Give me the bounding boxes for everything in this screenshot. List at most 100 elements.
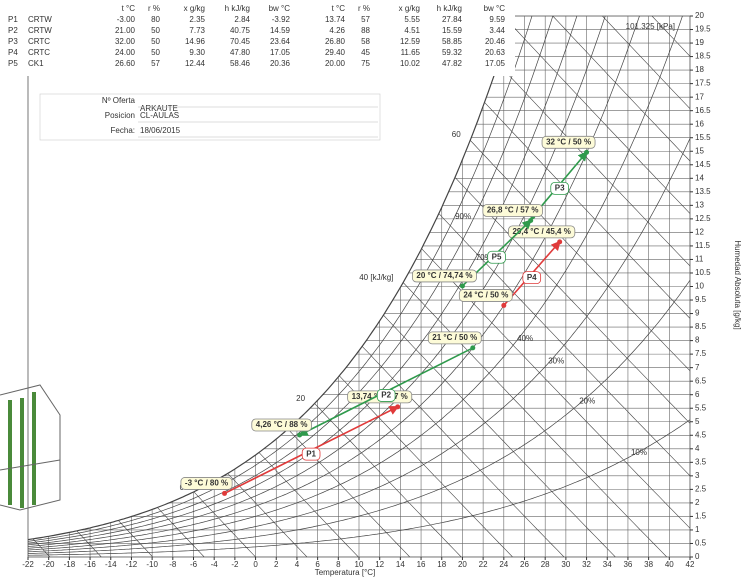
state-point: [557, 239, 563, 245]
x-tick-label: 22: [479, 560, 488, 569]
x-tick-label: 6: [315, 560, 320, 569]
y-tick-label: 18.5: [695, 52, 711, 61]
y-tick-label: 8.5: [695, 322, 707, 331]
process-label-group: P1: [301, 447, 321, 461]
y-tick-label: 11: [695, 255, 704, 264]
process-label: P2: [381, 391, 391, 400]
process-label-group: P5: [487, 250, 506, 264]
point-label-group: 4,26 °C / 88 %: [251, 418, 312, 432]
table-cell: 4.51: [404, 26, 420, 35]
rh-curve: [28, 419, 690, 556]
y-tick-label: 0: [695, 552, 700, 561]
x-tick-label: -20: [43, 560, 55, 569]
y-tick-label: 16.5: [695, 106, 711, 115]
point-label-box: [482, 204, 543, 217]
rh-curve: [28, 16, 578, 546]
y-tick-label: 3.5: [695, 457, 707, 466]
table-cell: 45: [361, 48, 370, 57]
table-cell: 40.75: [230, 26, 251, 35]
y-tick-label: 11.5: [695, 241, 711, 250]
point-label: 21 °C / 50 %: [432, 333, 477, 342]
x-axis-label: Temperatura [°C]: [315, 568, 376, 577]
info-value: 18/06/2015: [140, 126, 181, 135]
x-tick-label: 34: [603, 560, 612, 569]
enthalpy-label: 40 [kJ/kg]: [359, 273, 393, 282]
rh-label: 10%: [631, 448, 647, 457]
point-label: 32 °C / 50 %: [546, 137, 591, 146]
x-tick-label: -8: [169, 560, 177, 569]
point-label-group: 21 °C / 50 %: [427, 331, 482, 345]
enthalpy-line: [28, 16, 690, 557]
table-cell: 88: [361, 26, 370, 35]
y-tick-label: 17: [695, 92, 704, 101]
y-tick-label: 15.5: [695, 133, 711, 142]
y-tick-label: 14: [695, 173, 704, 182]
x-tick-label: 18: [437, 560, 446, 569]
table-header: x g/kg: [399, 4, 420, 13]
table-cell: 12.44: [185, 59, 206, 68]
point-label-box: [411, 269, 477, 283]
y-tick-label: 16: [695, 119, 704, 128]
row-label: P4: [8, 48, 18, 57]
info-label: Posicion: [105, 111, 135, 120]
table-background: [0, 0, 515, 76]
y-tick-label: 5.5: [695, 403, 707, 412]
table-header: bw °C: [269, 4, 291, 13]
x-tick-label: 14: [396, 560, 405, 569]
y-tick-label: 20: [695, 11, 704, 20]
point-label-box: [427, 331, 482, 345]
x-tick-label: 0: [253, 560, 258, 569]
point-label: 20 °C / 74,74 %: [416, 271, 472, 280]
rh-curve: [28, 138, 690, 553]
rh-label: 70%: [476, 253, 492, 262]
rh-curve: [28, 279, 690, 554]
point-label-box: [458, 289, 513, 302]
x-tick-label: -22: [22, 560, 34, 569]
y-tick-label: 10: [695, 282, 704, 291]
table-cell: 20.36: [270, 59, 291, 68]
state-point: [297, 432, 303, 438]
info-value: ARKAUTE: [140, 104, 178, 113]
row-label: P5: [8, 59, 18, 68]
row-label: CRTW: [28, 26, 52, 35]
table-cell: 11.65: [401, 48, 421, 57]
point-label-box: [541, 135, 596, 149]
y-tick-label: 12.5: [695, 214, 711, 223]
row-label: CRTW: [28, 15, 52, 24]
table-cell: 27.84: [442, 15, 463, 24]
y-tick-label: 7: [695, 363, 700, 372]
table-cell: 59.32: [442, 48, 463, 57]
x-tick-label: -2: [231, 560, 239, 569]
x-tick-label: 42: [686, 560, 695, 569]
x-tick-label: 38: [644, 560, 653, 569]
y-tick-label: 12: [695, 228, 704, 237]
point-label: 29,4 °C / 45,4 %: [512, 227, 570, 236]
point-label: 26,8 °C / 57 %: [487, 206, 539, 215]
table-cell: 12.59: [400, 37, 421, 46]
enthalpy-line: [28, 16, 690, 557]
table-header: t °C: [122, 4, 136, 13]
table-cell: 9.30: [189, 48, 205, 57]
process-label-box: [376, 389, 396, 402]
table-cell: 4.26: [329, 26, 345, 35]
x-tick-label: -12: [126, 560, 138, 569]
rh-curve: [28, 16, 640, 549]
y-tick-label: 8: [695, 336, 700, 345]
table-cell: 20.00: [325, 59, 346, 68]
table-header: r %: [358, 4, 370, 13]
info-background: [39, 93, 381, 141]
x-tick-label: -16: [84, 560, 96, 569]
process-label: P3: [555, 183, 565, 192]
table-cell: 50: [151, 48, 160, 57]
process-label-group: P4: [522, 271, 542, 285]
table-cell: 5.55: [404, 15, 420, 24]
enthalpy-line: [28, 16, 690, 557]
y-tick-label: 1: [695, 525, 700, 534]
data-table: t °C r % x g/kg h kJ/kg bw °C t °C r % x g/kg h …: [0, 0, 515, 76]
x-tick-label: 36: [623, 560, 632, 569]
table-header: bw °C: [484, 4, 506, 13]
table-cell: -3.00: [117, 15, 136, 24]
x-tick-label: 30: [561, 560, 570, 569]
table-header: t °C: [332, 4, 346, 13]
